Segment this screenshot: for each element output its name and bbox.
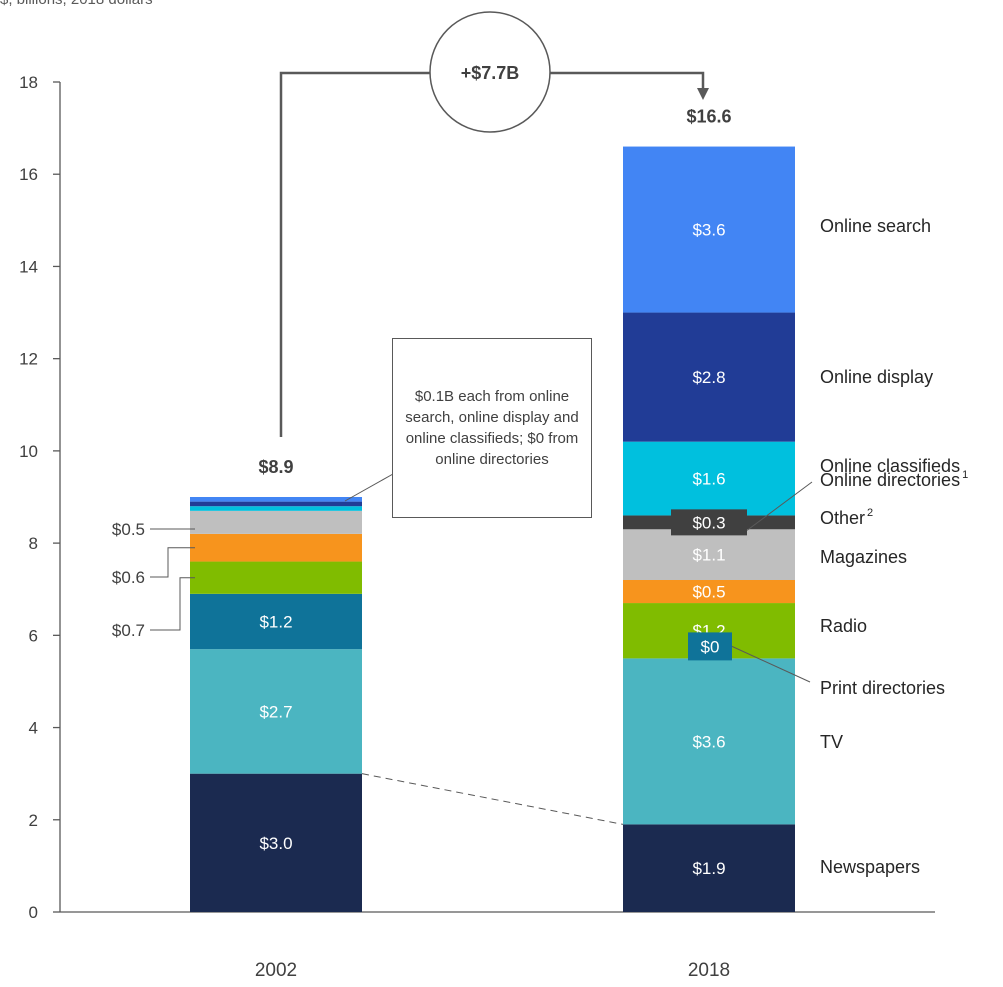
bar-segment (190, 501, 362, 507)
y-tick-label: 2 (29, 811, 38, 830)
bar-segment (623, 529, 795, 580)
series-label: TV (820, 732, 843, 752)
bar-labels: $3.0$2.7$1.2$1.9$3.6$1.2$0.5$1.1$1.6$2.8… (112, 107, 811, 878)
bar-segment (623, 441, 795, 516)
header-fragment: $, billions, 2018 dollars (0, 0, 380, 14)
y-tick-label: 8 (29, 534, 38, 553)
bar-segment (190, 649, 362, 774)
bar-segment (623, 146, 795, 313)
segment-value-label: $0.5 (692, 583, 725, 602)
series-labels: Newspapers TV Print directories Radio Magazi… (746, 216, 968, 877)
series-label: Online directories 1 (820, 469, 968, 490)
y-tick-label: 6 (29, 626, 38, 645)
bar-segment (190, 773, 362, 912)
change-label: +$7.7B (461, 63, 520, 83)
series-label: Newspapers (820, 857, 920, 877)
segment-value-label: $1.6 (692, 470, 725, 489)
total-label: $8.9 (258, 457, 293, 477)
segment-value-label: $2.8 (692, 368, 725, 387)
bar-segment (190, 593, 362, 650)
y-tick-label: 14 (19, 257, 38, 276)
segment-value-label: $1.1 (692, 546, 725, 565)
bar-segment (190, 506, 362, 511)
total-label: $16.6 (686, 107, 731, 127)
note-box: $0.1B each from online search, online di… (392, 338, 592, 518)
y-tick-label: 18 (19, 73, 38, 92)
change-arrow: +$7.7B (279, 11, 709, 437)
segment-value-label: $1.2 (259, 613, 292, 632)
print-directories-leader (731, 645, 811, 683)
bars (190, 146, 795, 912)
bar-segment (190, 510, 362, 534)
series-label: Print directories (820, 678, 945, 698)
axes: 0 2 4 6 8 10 12 14 16 18 2002 2018 (19, 73, 935, 981)
callout-leader (150, 577, 195, 631)
segment-value-label: $2.7 (259, 702, 292, 721)
segment-value-label: $1.9 (692, 859, 725, 878)
callout-label: $0.5 (112, 520, 145, 539)
bar-segment (190, 497, 362, 502)
segment-value-label: $3.0 (259, 834, 292, 853)
x-category-label: 2002 (255, 960, 297, 981)
y-tick-label: 12 (19, 350, 38, 369)
bar-segment (190, 561, 362, 594)
callout-label: $0.6 (112, 568, 145, 587)
y-tick-label: 0 (29, 903, 38, 922)
bar-segment (623, 580, 795, 604)
arrow-left-path (279, 71, 430, 437)
note-leader (344, 473, 394, 502)
segment-value-label: $3.6 (692, 732, 725, 751)
series-label: Magazines (820, 547, 907, 567)
y-tick-label: 16 (19, 165, 38, 184)
print-directories-badge (688, 632, 732, 661)
note-text: $0.1B each from online search, online di… (405, 388, 579, 468)
change-circle (429, 11, 551, 133)
y-tick-label: 10 (19, 442, 38, 461)
series-label: Other 2 (820, 507, 873, 528)
segment-value-label: $0.3 (692, 513, 725, 532)
y-tick-label: 4 (29, 719, 38, 738)
newspapers-connector (361, 773, 624, 825)
bar-segment (623, 824, 795, 912)
series-label: Radio (820, 616, 867, 636)
bar-segment (623, 312, 795, 442)
bar-segment (623, 658, 795, 825)
callout-label: $0.7 (112, 621, 145, 640)
online-directories-badge (671, 509, 747, 536)
online-directories-leader (746, 481, 813, 531)
arrow-head (697, 88, 709, 100)
arrow-right-path (550, 71, 705, 90)
series-label: Online display (820, 367, 933, 387)
series-label: Online search (820, 216, 931, 236)
segment-value-label: $3.6 (692, 221, 725, 240)
bar-segment (190, 533, 362, 562)
series-label: Online classifieds (820, 456, 960, 476)
segment-value-label: $0 (701, 637, 720, 656)
callout-leader (150, 547, 195, 578)
x-category-label: 2018 (688, 960, 730, 981)
